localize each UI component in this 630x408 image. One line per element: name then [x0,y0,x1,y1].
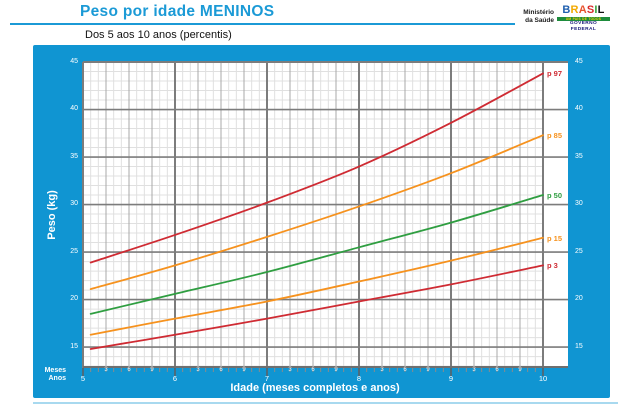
brasil-logo-word: BRASIL [557,4,610,17]
brasil-logo-letter: L [597,4,605,16]
series-end-label-p-15: p 15 [547,233,563,243]
brasil-logo-letter: R [570,4,579,16]
brasil-logo-letter: A [578,4,587,16]
y-axis-title: Peso (kg) [46,190,58,240]
year-tick-label: 6 [172,374,178,383]
page-title: Peso por idade MENINOS [80,3,275,20]
brasil-logo-letter: B [562,4,571,16]
plot-area [82,61,568,376]
month-tick-label: 3 [380,367,384,373]
series-end-label-p-97: p 97 [547,69,563,79]
curve-p-15 [89,236,544,336]
month-tick-label: 6 [127,367,131,373]
y-tick-label-left: 35 [70,152,78,160]
title-underline [10,23,515,25]
month-tick-label: 6 [403,367,407,373]
y-tick-label-left: 45 [70,57,78,65]
series-end-label-p-85: p 85 [547,131,563,141]
brasil-logo-letter: S [586,4,595,16]
anos-row-label: Anos [48,375,67,382]
year-tick-label: 10 [538,374,548,383]
y-tick-label-right: 35 [575,152,583,160]
month-tick-label: 6 [219,367,223,373]
footer-divider [33,402,618,404]
meses-row-label: Meses [44,367,66,374]
y-tick-label-right: 15 [575,342,583,350]
y-tick-label-left: 25 [70,247,78,255]
page-subtitle: Dos 5 aos 10 anos (percentis) [85,29,232,41]
brasil-logo-letter: I [594,4,598,16]
ministry-line1: Ministério [523,9,554,16]
month-tick-label: 9 [426,367,430,373]
curve-p-85 [89,134,544,291]
y-tick-label-right: 30 [575,200,583,208]
y-tick-label-left: 40 [70,105,78,112]
y-tick-label-left: 30 [70,200,78,208]
year-tick-label: 9 [448,374,454,383]
brasil-logo-tagline: UM PAÍS DE TODOS [557,17,610,21]
month-tick-label: 9 [242,367,246,373]
y-tick-label-left: 15 [70,342,78,350]
month-tick-label: 6 [311,367,315,373]
governo-federal-label: GOVERNO FEDERAL [569,21,598,32]
ministry-label: Ministério da Saúde [498,9,554,24]
month-tick-label: 9 [334,367,338,373]
chart-svg [82,61,568,376]
month-tick-label: 3 [288,367,292,373]
year-tick-label: 7 [264,374,270,383]
series-end-label-p-3: p 3 [547,261,558,271]
curve-p-97 [89,72,544,264]
series-end-label-p-50: p 50 [547,191,563,201]
y-tick-label-right: 25 [575,247,583,255]
y-tick-label-right: 20 [575,295,583,303]
month-tick-label: 6 [495,367,499,373]
brasil-government-logo: BRASIL UM PAÍS DE TODOS GOVERNO FEDERAL [557,4,610,32]
month-tick-label: 3 [196,367,200,373]
month-tick-label: 3 [472,367,476,373]
plot-background [83,62,568,368]
curve-p-3 [89,264,544,350]
y-tick-label-right: 45 [575,57,583,65]
y-tick-label-right: 40 [575,105,583,112]
x-axis-title: Idade (meses completos e anos) [230,382,400,394]
month-tick-label: 9 [150,367,154,373]
month-tick-label: 3 [104,367,108,373]
curve-p-50 [89,194,544,315]
year-tick-label: 8 [356,374,362,383]
ministry-line2: da Saúde [525,16,554,24]
month-tick-label: 9 [518,367,522,373]
y-tick-label-left: 20 [70,295,78,303]
year-tick-label: 5 [80,374,86,383]
